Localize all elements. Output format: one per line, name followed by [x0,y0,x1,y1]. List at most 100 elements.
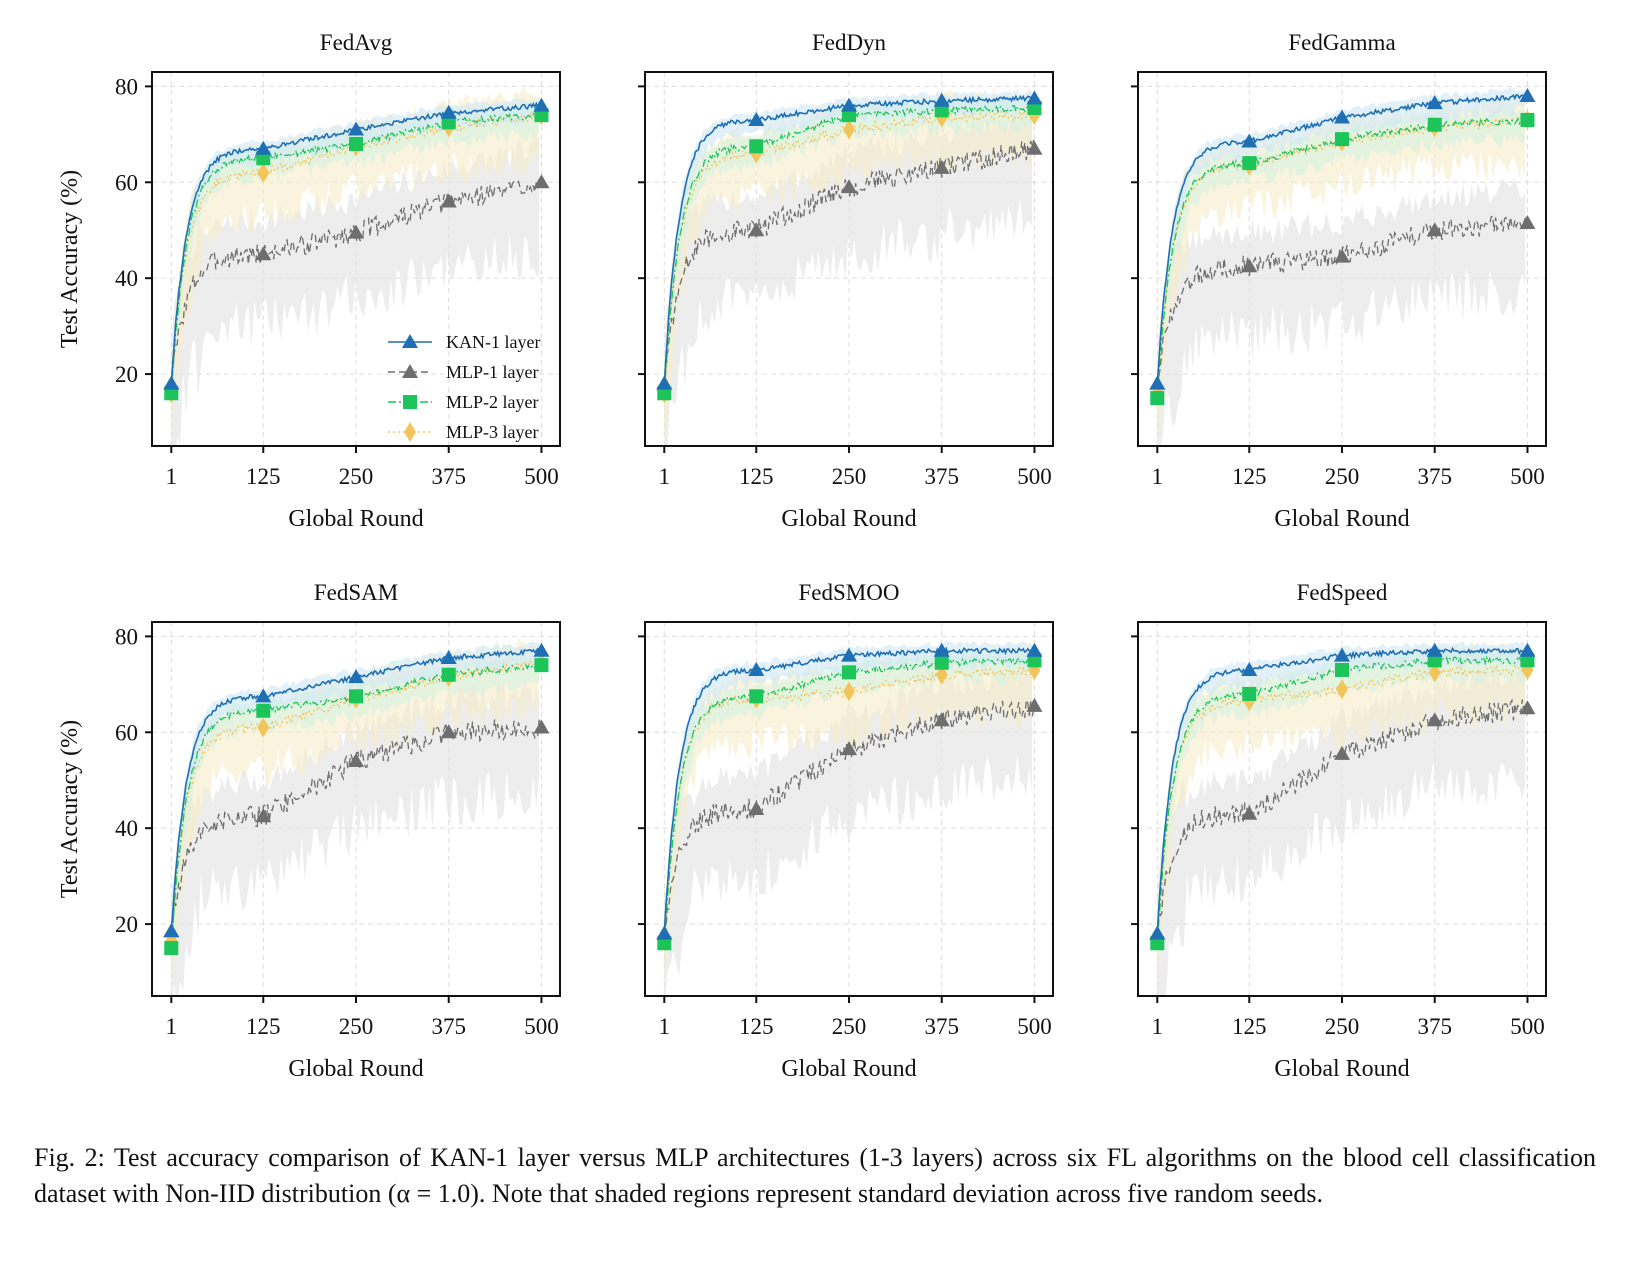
caption-text: Test accuracy comparison of KAN-1 layer … [34,1143,1596,1208]
y-tick-label: 20 [115,362,138,387]
kan-1-layer-marker [1026,90,1043,105]
kan-1-layer-marker [440,104,457,119]
x-axis-label: Global Round [781,1056,916,1082]
kan-1-layer-marker [1149,925,1166,940]
mlp-2-layer-marker [1335,132,1349,147]
legend-label-mlp3: MLP-3 layer [446,422,538,442]
mlp-2-layer-marker [164,941,179,956]
mlp-1-layer-marker [1426,712,1443,727]
x-tick-label: 1 [166,464,178,489]
kan-1-layer-marker [163,375,180,390]
kan-1-layer-marker [1241,133,1258,148]
mlp-3-layer-marker [843,681,855,702]
kan-1-layer-marker [933,92,950,107]
x-tick-label: 500 [524,1014,559,1039]
mlp-1-layer-marker [1519,700,1536,715]
mlp-2-layer-marker [1520,653,1535,668]
y-tick-label: 60 [115,720,138,745]
mlp-1-layer-marker [440,193,457,208]
mlp-2-layer-marker [534,658,549,673]
mlp-3-layer-line [663,109,1035,396]
chart-panel-fedsmoo: 1 125 250 375 500 FedSMOO Global Round [638,580,1054,1082]
chart-panel-fedgamma: 1 125 250 375 500 FedGamma Global Round [1131,30,1547,532]
legend-label-mlp2: MLP-2 layer [446,392,538,412]
x-tick-label: 125 [246,464,281,489]
mlp-2-layer-marker [1242,686,1257,701]
x-tick-label: 1 [1152,464,1164,489]
x-tick-label: 500 [1017,464,1052,489]
x-axis-label: Global Round [1274,506,1409,532]
mlp-3-layer-line [170,657,542,942]
x-tick-label: 250 [339,464,374,489]
mlp-2-layer-marker [1520,112,1535,127]
mlp-2-layer-marker [749,139,764,154]
x-tick-label: 125 [1232,1014,1267,1039]
mlp-3-layer-marker [257,162,270,183]
panel-title: FedGamma [1288,30,1395,55]
y-axis-label: Test Accuracy (%) [57,170,83,348]
x-tick-label: 375 [1417,1014,1452,1039]
y-tick-label: 40 [115,266,138,291]
kan-1-layer-marker [656,925,673,940]
x-tick-label: 125 [739,1014,774,1039]
mlp-3-layer-marker [1336,679,1348,700]
kan-1-layer-marker [533,642,550,657]
x-tick-label: 250 [1325,464,1360,489]
mlp-2-layer-marker [349,136,363,151]
chart-panel-feddyn: 1 125 250 375 500 FedDyn Global Round [638,30,1054,532]
x-axis-label: Global Round [781,506,916,532]
kan-1-layer-marker [163,923,180,938]
mlp-1-layer-marker [841,741,857,756]
chart-panel-fedsam: 1 125 250 375 500 20 40 60 80 FedSAM Global Round T… [57,580,561,1082]
mlp-2-layer-marker [1427,653,1442,668]
x-tick-label: 375 [924,1014,959,1039]
mlp-1-layer-marker [1026,697,1043,712]
mlp-1-layer-marker [1241,805,1258,820]
kan-1-layer-marker [1519,642,1536,657]
mlp-2-layer-marker [657,386,672,401]
mlp-2-layer-marker [1027,100,1042,115]
x-tick-label: 1 [659,464,671,489]
mlp-2-layer-marker [441,115,456,130]
mlp-2-layer-marker [1027,653,1042,668]
y-tick-label: 20 [115,912,138,937]
legend-marker-mlp1 [402,364,418,378]
kan-1-layer-marker [348,121,364,136]
mlp-3-layer-line [663,665,1035,942]
x-tick-label: 250 [1325,1014,1360,1039]
x-tick-label: 125 [246,1014,281,1039]
mlp-2-layer-marker [349,689,363,704]
mlp-1-layer-marker [1334,745,1350,760]
mlp-2-layer-marker [842,665,856,680]
mlp-1-layer-marker [255,246,272,261]
y-axis-label: Test Accuracy (%) [57,720,83,898]
kan-1-layer-marker [255,688,272,703]
mlp-2-layer-marker [1150,936,1165,951]
x-axis-label: Global Round [288,506,423,532]
figure-canvas: 1 125 250 375 500 20 40 60 80 FedAvg Global Round T… [57,30,1547,1082]
mlp-1-layer-marker [1426,222,1443,237]
x-tick-label: 250 [832,1014,867,1039]
kan-1-layer-marker [841,97,857,112]
mlp-1-layer-marker [748,222,765,237]
mlp-2-layer-marker [934,655,949,670]
mlp-1-layer-marker [440,724,457,739]
mlp-1-layer-marker [348,224,364,239]
legend-marker-mlp3 [404,422,416,442]
chart-panel-fedspeed: 1 125 250 375 500 FedSpeed Global Round [1131,580,1547,1082]
x-tick-label: 500 [524,464,559,489]
panel-title: FedSpeed [1297,580,1388,605]
mlp-2-layer-line [663,655,1035,944]
mlp-2-layer-marker [441,667,456,682]
kan-1-layer-marker [1026,642,1043,657]
mlp-2-layer-marker [256,151,271,166]
kan-1-layer-marker [1519,87,1536,102]
mlp-1-layer-std-band [664,662,1033,996]
mlp-1-layer-marker [1241,258,1258,273]
mlp-2-layer-marker [749,689,764,704]
mlp-2-layer-marker [256,703,271,718]
x-tick-label: 500 [1510,1014,1545,1039]
kan-1-layer-marker [656,375,673,390]
panel-title: FedDyn [812,30,887,55]
mlp-1-layer-marker [533,174,550,189]
